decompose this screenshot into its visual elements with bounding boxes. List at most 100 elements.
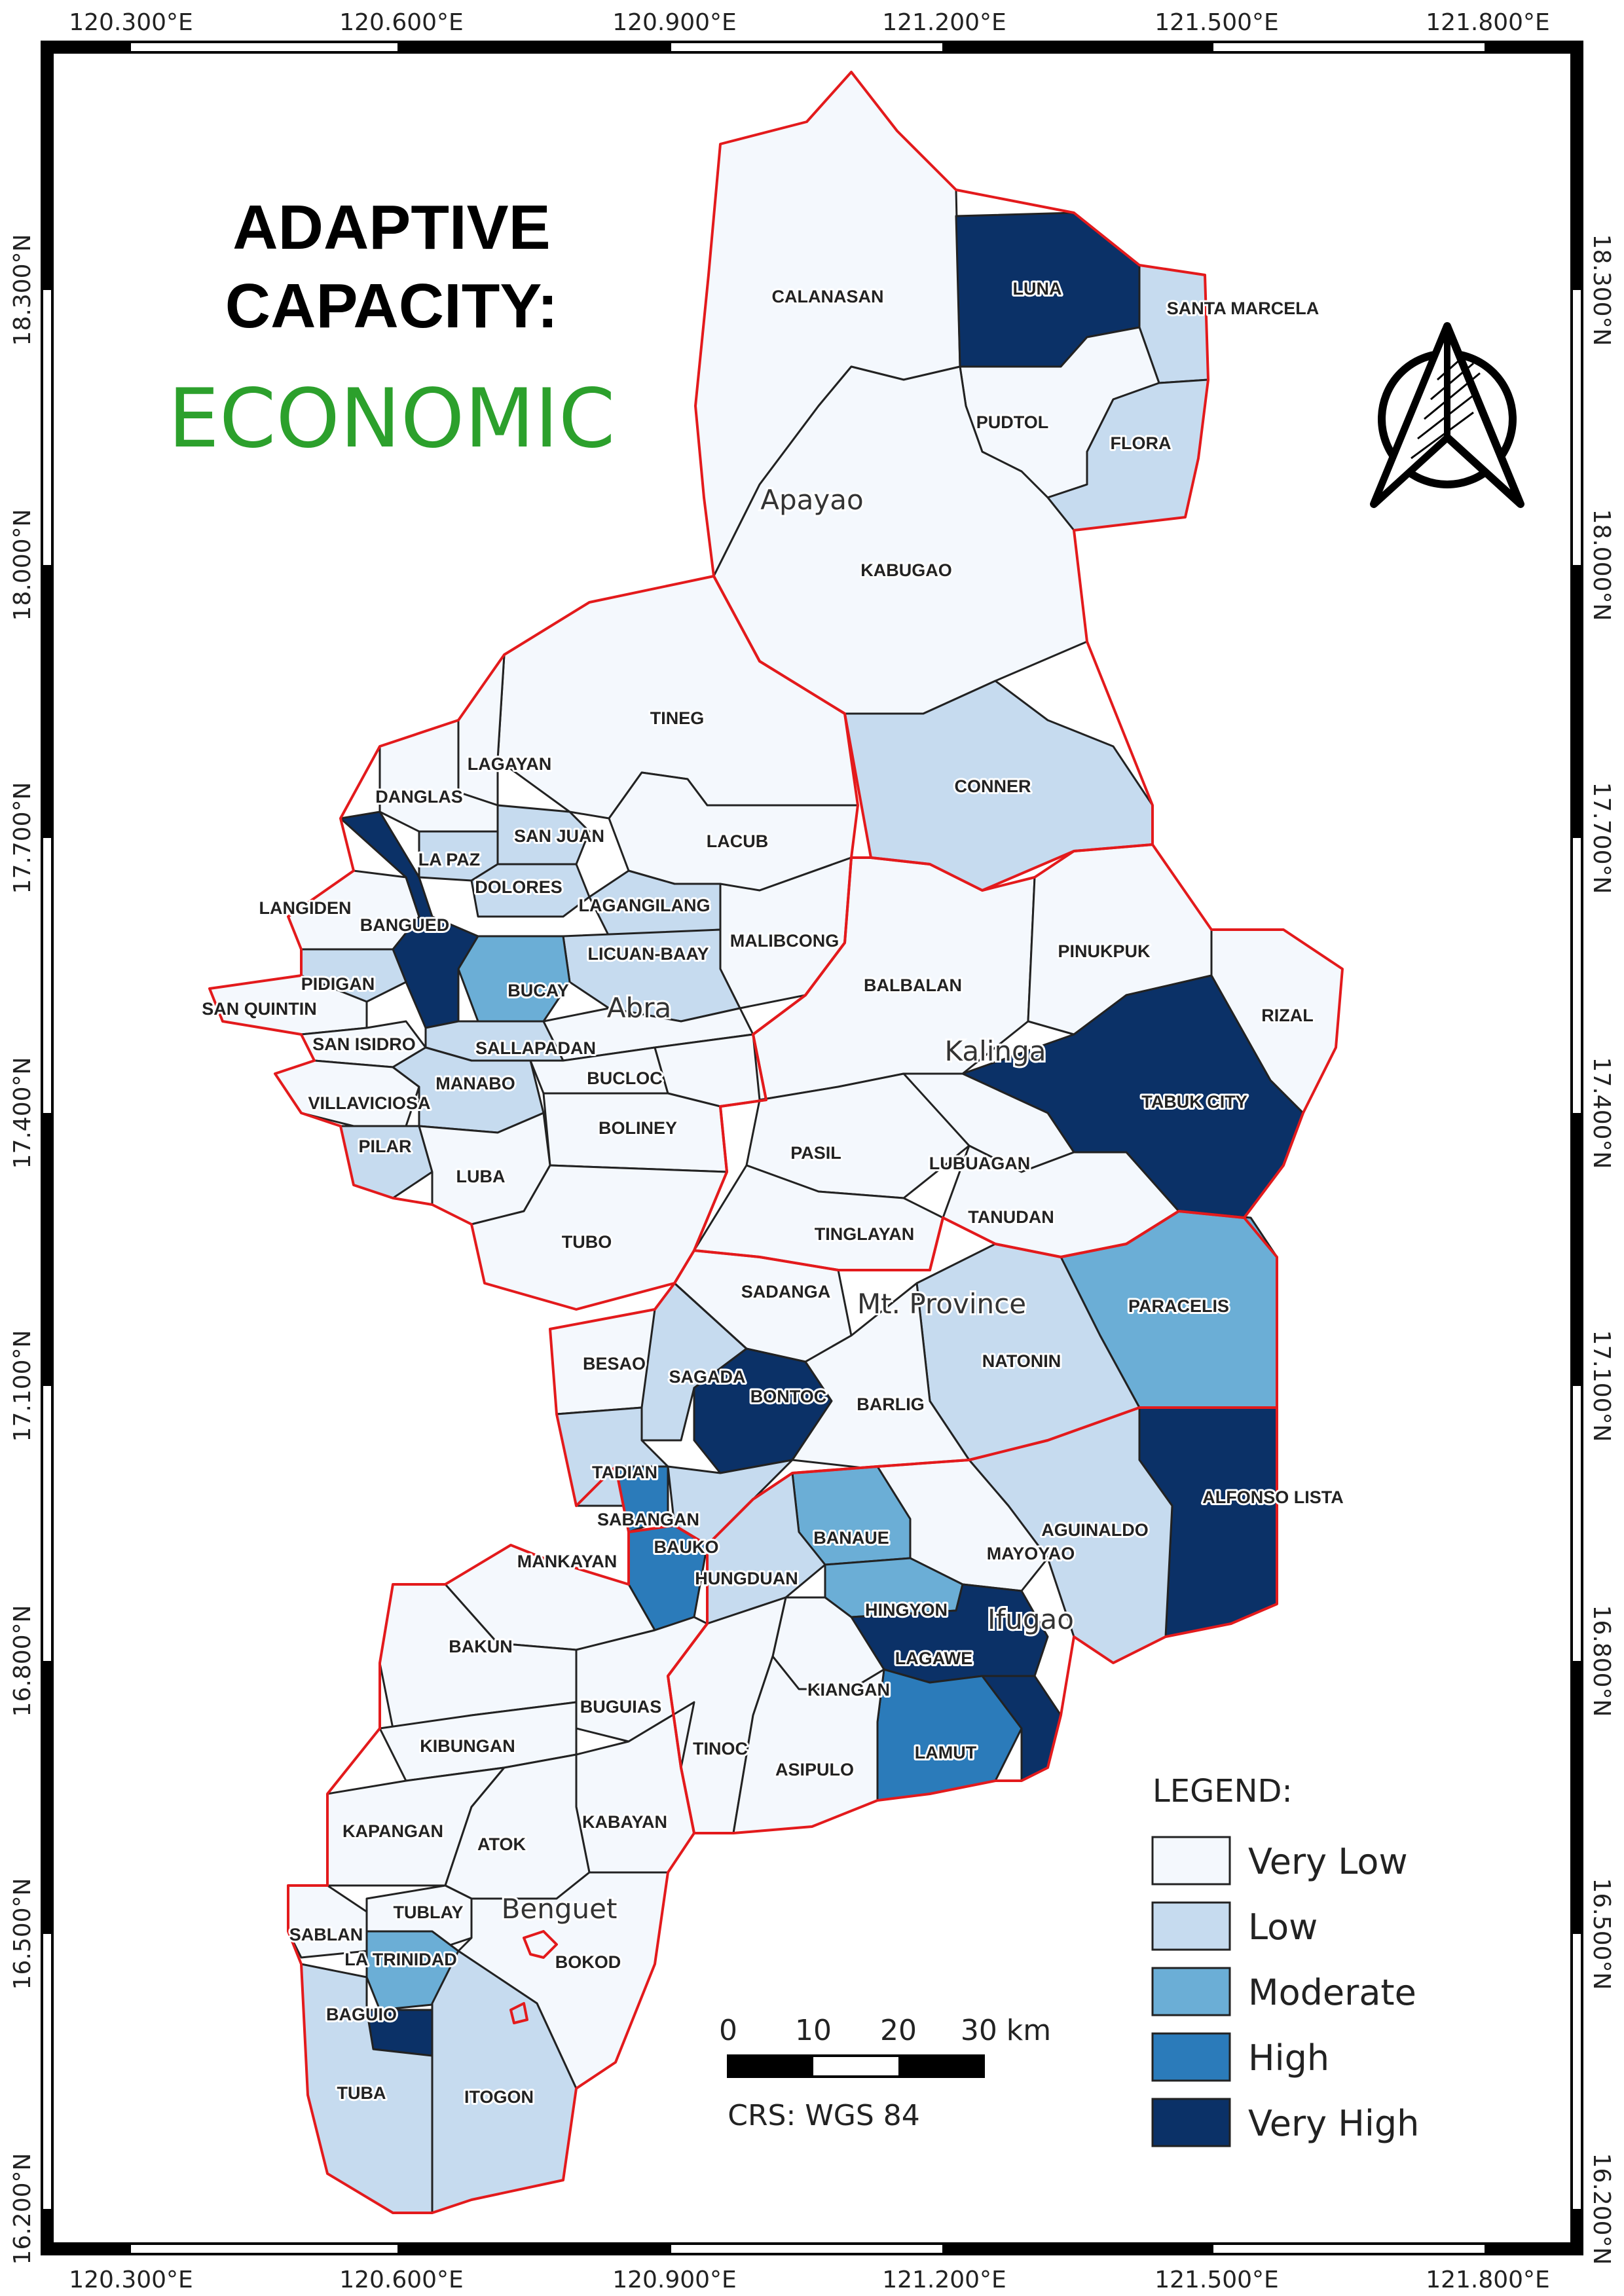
- label-natonin: NATONIN: [982, 1351, 1061, 1371]
- label-bucloc: BUCLOC: [587, 1068, 663, 1088]
- scale-tick-20: 20: [880, 2014, 917, 2047]
- label-manabo: MANABO: [435, 1074, 515, 1093]
- title-line-1: ADAPTIVE: [232, 192, 550, 263]
- border-abra: [208, 575, 859, 1311]
- legend-item: Moderate: [1151, 1967, 1416, 2016]
- label-balbalan: BALBALAN: [864, 975, 962, 995]
- label-rizal: RIZAL: [1261, 1006, 1313, 1025]
- label-lagawe: LAGAWE: [895, 1649, 973, 1668]
- lat-label-right: 16.200°N: [1588, 2153, 1615, 2265]
- province-label-ifugao: Ifugao: [987, 1603, 1074, 1635]
- lat-label-left: 17.100°N: [9, 1330, 36, 1442]
- label-aguinaldo: AGUINALDO: [1041, 1520, 1149, 1540]
- label-san-juan: SAN JUAN: [514, 826, 604, 846]
- label-boliney: BOLINEY: [599, 1118, 677, 1138]
- lon-label-top: 121.800°E: [1426, 9, 1550, 36]
- region-bucay: [457, 935, 571, 1023]
- label-sabangan: SABANGAN: [597, 1510, 699, 1529]
- label-licuan-baay: LICUAN-BAAY: [587, 944, 709, 964]
- scale-bar: 0 10 20 30 km CRS: WGS 84: [719, 2014, 1051, 2132]
- lon-label-bottom: 121.800°E: [1426, 2267, 1550, 2293]
- label-tubo: TUBO: [562, 1232, 612, 1252]
- lat-label-left: 18.300°N: [9, 234, 36, 346]
- label-alfonso-lista: ALFONSO LISTA: [1202, 1487, 1344, 1507]
- label-tublay: TUBLAY: [393, 1903, 463, 1922]
- border-island-1: [523, 1930, 558, 1959]
- municipality-labels: CALANASAN LUNA SANTA MARCELA PUDTOL FLOR…: [200, 277, 1346, 2109]
- label-bauko: BAUKO: [654, 1537, 719, 1557]
- label-tanudan: TANUDAN: [968, 1207, 1054, 1227]
- label-kabugao: KABUGAO: [860, 560, 952, 580]
- province-borders: [208, 71, 1344, 2214]
- label-luna: LUNA: [1013, 279, 1062, 299]
- scale-tick-10: 10: [795, 2014, 832, 2047]
- label-lacub: LACUB: [707, 831, 769, 851]
- lon-label-bottom: 120.600°E: [339, 2267, 464, 2293]
- title-line-2: CAPACITY:: [225, 271, 558, 341]
- label-tinoc: TINOC: [693, 1739, 748, 1758]
- label-bucay: BUCAY: [507, 981, 569, 1000]
- lat-label-right: 18.000°N: [1588, 509, 1615, 621]
- label-lagayan: LAGAYAN: [468, 754, 552, 774]
- label-pasil: PASIL: [790, 1143, 841, 1163]
- map-title: ADAPTIVE CAPACITY: ECONOMIC: [168, 192, 615, 466]
- legend-title: LEGEND:: [1153, 1773, 1293, 1810]
- label-tabuk-city: TABUK CITY: [1141, 1092, 1247, 1112]
- legend-item: Low: [1151, 1901, 1318, 1951]
- border-benguet: [287, 1524, 709, 2214]
- label-sadanga: SADANGA: [741, 1282, 831, 1302]
- lat-label-right: 18.300°N: [1588, 234, 1615, 346]
- lat-label-left: 16.200°N: [9, 2153, 36, 2265]
- label-tuba: TUBA: [337, 2083, 386, 2103]
- label-besao: BESAO: [583, 1354, 646, 1374]
- label-conner: CONNER: [954, 776, 1031, 796]
- lat-label-right: 17.400°N: [1588, 1057, 1615, 1169]
- legend-label: High: [1248, 2037, 1329, 2079]
- label-bokod: BOKOD: [555, 1952, 621, 1972]
- label-kibungan: KIBUNGAN: [420, 1736, 515, 1756]
- label-hingyon: HINGYON: [865, 1600, 948, 1620]
- label-dolores: DOLORES: [475, 877, 563, 897]
- label-mayoyao: MAYOYAO: [987, 1544, 1075, 1563]
- label-villaviciosa: VILLAVICIOSA: [308, 1093, 430, 1113]
- lat-label-right: 17.100°N: [1588, 1330, 1615, 1442]
- crs-label: CRS: WGS 84: [728, 2099, 920, 2132]
- label-san-quintin: SAN QUINTIN: [202, 999, 317, 1019]
- municipalities: [208, 71, 1344, 2214]
- label-la-paz: LA PAZ: [418, 850, 481, 869]
- province-labels: Apayao Abra Kalinga Mt. Province Ifugao …: [500, 482, 1076, 1927]
- lat-label-left: 16.800°N: [9, 1605, 36, 1717]
- legend-label: Very Low: [1248, 1841, 1408, 1882]
- border-island-2: [509, 2002, 528, 2024]
- label-buguias: BUGUIAS: [580, 1697, 662, 1717]
- label-lagangilang: LAGANGILANG: [579, 896, 710, 915]
- border-ifugao: [667, 1406, 1278, 1834]
- label-bakun: BAKUN: [449, 1637, 513, 1656]
- label-luba: LUBA: [456, 1167, 506, 1186]
- legend-label: Low: [1248, 1906, 1318, 1948]
- lon-label-bottom: 121.500°E: [1154, 2267, 1279, 2293]
- province-label-abra: Abra: [607, 992, 671, 1024]
- title-line-3: ECONOMIC: [168, 372, 615, 466]
- label-sablan: SABLAN: [289, 1925, 363, 1944]
- province-label-benguet: Benguet: [502, 1893, 618, 1925]
- lon-label-bottom: 120.900°E: [612, 2267, 737, 2293]
- label-pilar: PILAR: [359, 1137, 412, 1156]
- label-atok: ATOK: [477, 1834, 526, 1854]
- label-bangued: BANGUED: [360, 915, 450, 935]
- legend: LEGEND: Very Low Low Moderate High Very …: [1151, 1773, 1419, 2147]
- label-sagada: SAGADA: [669, 1367, 745, 1387]
- label-lamut: LAMUT: [915, 1743, 977, 1762]
- lat-label-right: 17.700°N: [1588, 782, 1615, 894]
- legend-label: Moderate: [1248, 1972, 1416, 2013]
- label-danglas: DANGLAS: [375, 787, 463, 807]
- label-lubuagan: LUBUAGAN: [929, 1154, 1031, 1173]
- label-baguio: BAGUIO: [326, 2005, 397, 2024]
- graticule-labels: 120.300°E 120.600°E 120.900°E 121.200°E …: [9, 9, 1615, 2293]
- label-tadian: TADIAN: [592, 1463, 657, 1482]
- lat-label-left: 18.000°N: [9, 509, 36, 621]
- label-kiangan: KIANGAN: [807, 1680, 890, 1700]
- lat-label-right: 16.500°N: [1588, 1878, 1615, 1990]
- label-flora: FLORA: [1111, 433, 1172, 453]
- legend-item: Very Low: [1151, 1836, 1408, 1886]
